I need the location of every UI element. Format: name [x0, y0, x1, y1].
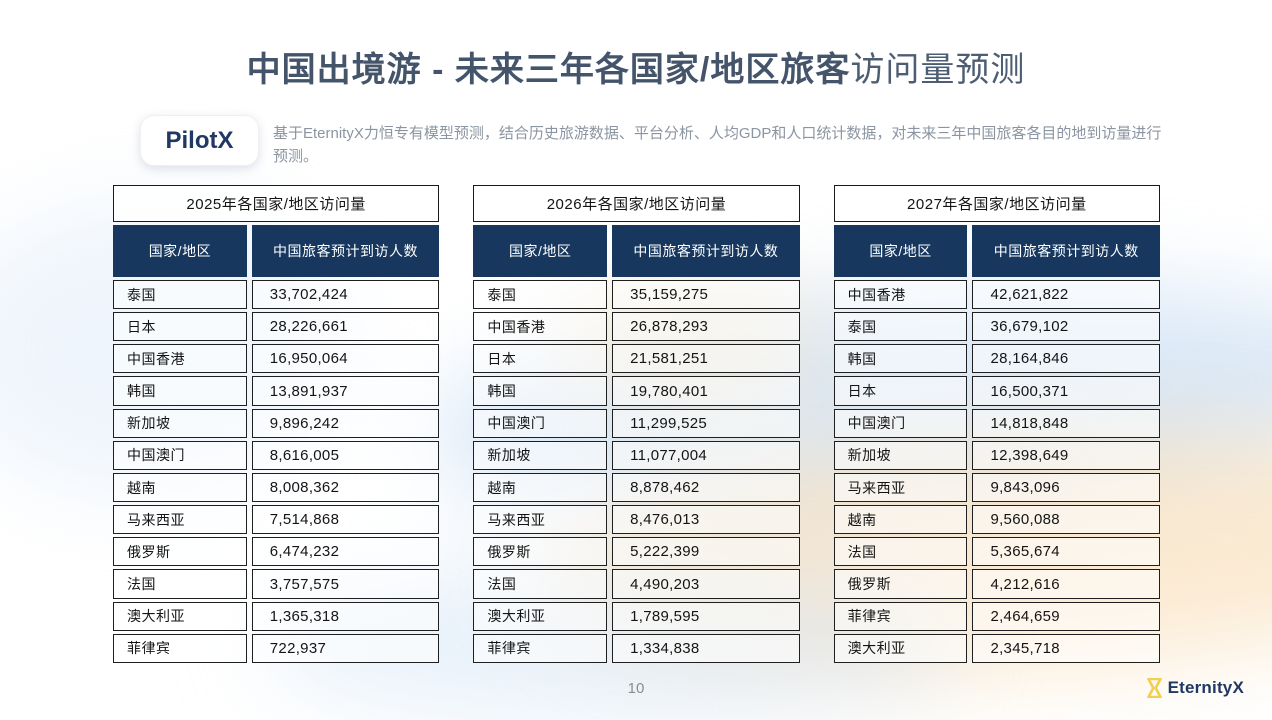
country-cell: 俄罗斯 [113, 537, 247, 567]
visitors-cell: 1,334,838 [612, 633, 800, 663]
country-cell: 泰国 [833, 312, 968, 342]
country-cell: 菲律宾 [833, 601, 968, 631]
intro-section: PilotX 基于EternityX力恒专有模型预测，结合历史旅游数据、平台分析… [140, 115, 1162, 169]
visitors-cell: 9,896,242 [251, 408, 440, 438]
forecast-table-2026: 2026年各国家/地区访问量 国家/地区 中国旅客预计到访人数 泰国 35,159… [473, 185, 800, 663]
visitors-cell: 21,581,251 [612, 344, 800, 374]
country-cell: 马来西亚 [833, 472, 968, 503]
country-cell: 俄罗斯 [833, 569, 968, 599]
country-cell: 澳大利亚 [473, 601, 608, 631]
eternityx-logo: EternityX [1146, 678, 1244, 698]
visitors-cell: 19,780,401 [612, 376, 800, 406]
page-title: 中国出境游 - 未来三年各国家/地区旅客访问量预测 [0, 42, 1272, 91]
country-cell: 马来西亚 [473, 505, 608, 535]
country-cell: 中国澳门 [113, 440, 247, 470]
country-cell: 法国 [113, 569, 247, 599]
visitors-cell: 4,490,203 [612, 569, 800, 599]
country-cell: 泰国 [473, 280, 608, 310]
visitors-cell: 6,474,232 [251, 537, 440, 567]
visitors-cell: 12,398,649 [972, 440, 1160, 470]
visitors-cell: 8,008,362 [251, 472, 440, 503]
column-header-visitors: 中国旅客预计到访人数 [612, 225, 800, 277]
country-cell: 中国香港 [113, 344, 247, 374]
visitors-cell: 16,500,371 [972, 376, 1160, 406]
country-cell: 越南 [833, 505, 968, 535]
country-cell: 法国 [833, 537, 968, 567]
country-cell: 日本 [113, 312, 247, 342]
visitors-cell: 28,164,846 [972, 344, 1160, 374]
visitors-cell: 3,757,575 [251, 569, 440, 599]
eternityx-logo-text: EternityX [1167, 678, 1244, 697]
country-cell: 中国香港 [833, 280, 968, 310]
country-cell: 日本 [473, 344, 608, 374]
column-header-visitors: 中国旅客预计到访人数 [251, 225, 440, 277]
visitors-cell: 1,789,595 [612, 601, 800, 631]
model-description: 基于EternityX力恒专有模型预测，结合历史旅游数据、平台分析、人均GDP和… [273, 125, 1162, 166]
visitors-cell: 5,365,674 [972, 537, 1160, 567]
page-title-suffix: 访问量预测 [850, 51, 1026, 89]
visitors-cell: 11,077,004 [612, 440, 800, 470]
visitors-cell: 16,950,064 [251, 344, 440, 374]
pilotx-badge: PilotX [140, 115, 259, 166]
country-cell: 越南 [473, 472, 608, 503]
country-cell: 新加坡 [113, 408, 247, 438]
visitors-cell: 1,365,318 [251, 601, 440, 631]
visitors-cell: 26,878,293 [612, 312, 800, 342]
visitors-cell: 722,937 [251, 633, 440, 663]
country-cell: 中国香港 [473, 312, 608, 342]
column-header-country: 国家/地区 [473, 225, 608, 277]
visitors-cell: 8,878,462 [612, 472, 800, 503]
forecast-tables: 2025年各国家/地区访问量 国家/地区 中国旅客预计到访人数 泰国 33,702… [113, 185, 1160, 663]
page-number: 10 [627, 680, 645, 697]
visitors-cell: 28,226,661 [251, 312, 440, 342]
visitors-cell: 2,345,718 [972, 633, 1160, 663]
visitors-cell: 7,514,868 [251, 505, 440, 535]
table-title-2026: 2026年各国家/地区访问量 [473, 185, 800, 222]
visitors-cell: 35,159,275 [612, 280, 800, 310]
country-cell: 泰国 [113, 280, 247, 310]
visitors-cell: 33,702,424 [251, 280, 440, 310]
table-title-2027: 2027年各国家/地区访问量 [833, 185, 1160, 222]
visitors-cell: 2,464,659 [972, 601, 1160, 631]
column-header-country: 国家/地区 [113, 225, 247, 277]
forecast-table-2025: 2025年各国家/地区访问量 国家/地区 中国旅客预计到访人数 泰国 33,702… [113, 185, 440, 663]
visitors-cell: 13,891,937 [251, 376, 440, 406]
eternityx-logo-icon [1146, 678, 1163, 698]
forecast-table-2027: 2027年各国家/地区访问量 国家/地区 中国旅客预计到访人数 中国香港 42,6… [833, 185, 1160, 663]
visitors-cell: 8,616,005 [251, 440, 440, 470]
country-cell: 澳大利亚 [113, 601, 247, 631]
country-cell: 日本 [833, 376, 968, 406]
country-cell: 韩国 [473, 376, 608, 406]
country-cell: 俄罗斯 [473, 537, 608, 567]
visitors-cell: 4,212,616 [972, 569, 1160, 599]
visitors-cell: 14,818,848 [972, 408, 1160, 438]
country-cell: 菲律宾 [113, 633, 247, 663]
country-cell: 中国澳门 [473, 408, 608, 438]
visitors-cell: 9,560,088 [972, 505, 1160, 535]
country-cell: 法国 [473, 569, 608, 599]
country-cell: 越南 [113, 472, 247, 503]
country-cell: 韩国 [113, 376, 247, 406]
visitors-cell: 11,299,525 [612, 408, 800, 438]
country-cell: 澳大利亚 [833, 633, 968, 663]
table-title-2025: 2025年各国家/地区访问量 [113, 185, 440, 222]
country-cell: 中国澳门 [833, 408, 968, 438]
visitors-cell: 9,843,096 [972, 472, 1160, 503]
visitors-cell: 8,476,013 [612, 505, 800, 535]
country-cell: 菲律宾 [473, 633, 608, 663]
column-header-country: 国家/地区 [833, 225, 968, 277]
country-cell: 韩国 [833, 344, 968, 374]
page-title-main: 中国出境游 - 未来三年各国家/地区旅客 [246, 51, 851, 89]
country-cell: 马来西亚 [113, 505, 247, 535]
visitors-cell: 36,679,102 [972, 312, 1160, 342]
visitors-cell: 5,222,399 [612, 537, 800, 567]
visitors-cell: 42,621,822 [972, 280, 1160, 310]
country-cell: 新加坡 [473, 440, 608, 470]
column-header-visitors: 中国旅客预计到访人数 [972, 225, 1160, 277]
country-cell: 新加坡 [833, 440, 968, 470]
